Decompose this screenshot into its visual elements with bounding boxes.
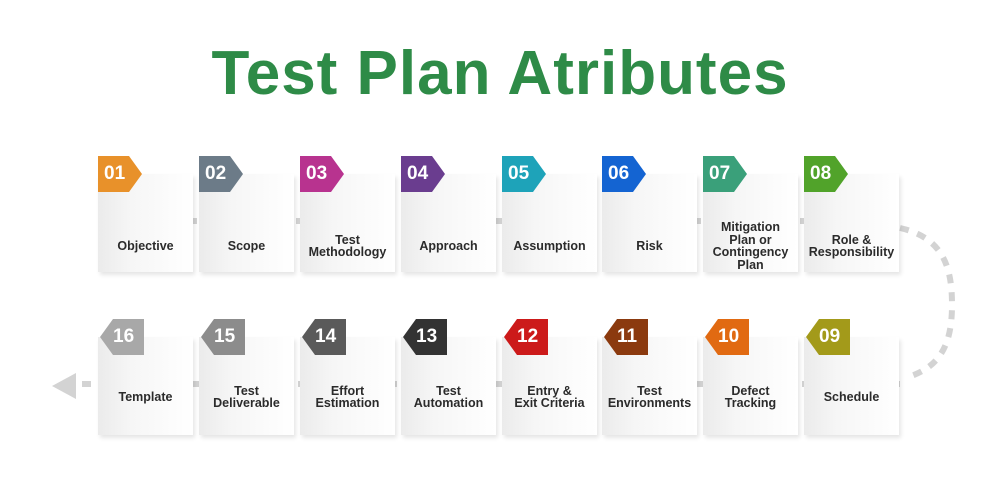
step-label: Scope [227, 238, 266, 253]
pentagon-right-icon [199, 156, 243, 192]
step-07: 07 Mitigation Plan or Contingency Plan [703, 156, 798, 272]
step-04: 04 Approach [401, 156, 496, 272]
step-10: 10 Defect Tracking [703, 319, 798, 435]
step-number: 13 [416, 326, 438, 347]
curve-connector [899, 225, 956, 381]
step-15: 15 Test Deliverable [199, 319, 294, 435]
step-label: Test Methodology [308, 232, 387, 259]
step-03: 03 Test Methodology [300, 156, 395, 272]
step-number-badge: 02 [199, 156, 243, 192]
step-number-badge: 11 [604, 319, 648, 355]
step-label: Approach [419, 238, 478, 253]
step-16: 16 Template [98, 319, 193, 435]
step-14: 14 Effort Estimation [300, 319, 395, 435]
step-number: 08 [810, 163, 832, 184]
pentagon-right-icon [703, 156, 747, 192]
step-label: Entry & Exit Criteria [514, 383, 585, 410]
pentagon-left-icon [806, 319, 850, 355]
page-title: Test Plan Atributes [211, 39, 789, 108]
step-number-badge: 07 [703, 156, 747, 192]
step-label: Schedule [823, 389, 880, 404]
step-number-badge: 08 [804, 156, 848, 192]
step-number-badge: 04 [401, 156, 445, 192]
step-number: 03 [306, 163, 328, 184]
step-label: Assumption [513, 238, 586, 253]
step-number-badge: 15 [201, 319, 245, 355]
step-13: 13 Test Automation [401, 319, 496, 435]
step-11: 11 Test Environments [602, 319, 697, 435]
pentagon-right-icon [401, 156, 445, 192]
step-label: Defect Tracking [724, 383, 777, 410]
arrow-left-icon [52, 373, 76, 399]
step-number: 16 [113, 326, 135, 347]
step-number: 09 [819, 326, 841, 347]
step-09: 09 Schedule [804, 319, 899, 435]
pentagon-left-icon [100, 319, 144, 355]
step-06: 06 Risk [602, 156, 697, 272]
step-label: Effort Estimation [315, 383, 380, 410]
step-number-badge: 03 [300, 156, 344, 192]
step-number: 01 [104, 163, 126, 184]
step-number: 06 [608, 163, 630, 184]
pentagon-left-icon [302, 319, 346, 355]
step-label: Test Automation [413, 383, 484, 410]
pentagon-left-icon [504, 319, 548, 355]
step-number-badge: 14 [302, 319, 346, 355]
pentagon-left-icon [705, 319, 749, 355]
step-number-badge: 01 [98, 156, 142, 192]
pentagon-left-icon [604, 319, 648, 355]
step-number: 12 [517, 326, 539, 347]
step-label: Test Deliverable [213, 383, 280, 410]
step-number-badge: 12 [504, 319, 548, 355]
step-number-badge: 05 [502, 156, 546, 192]
step-12: 12 Entry & Exit Criteria [502, 319, 597, 435]
step-label: Risk [636, 238, 663, 253]
step-label: Role & Responsibility [808, 232, 895, 259]
step-number: 07 [709, 163, 731, 184]
step-label: Template [118, 389, 173, 404]
step-number: 02 [205, 163, 227, 184]
step-number: 05 [508, 163, 530, 184]
step-label: Objective [117, 238, 174, 253]
pentagon-left-icon [403, 319, 447, 355]
pentagon-right-icon [804, 156, 848, 192]
pentagon-right-icon [502, 156, 546, 192]
pentagon-right-icon [602, 156, 646, 192]
step-number-badge: 13 [403, 319, 447, 355]
step-number: 10 [718, 326, 740, 347]
step-number: 04 [407, 163, 429, 184]
step-number-badge: 10 [705, 319, 749, 355]
step-number: 14 [315, 326, 337, 347]
pentagon-right-icon [98, 156, 142, 192]
pentagon-right-icon [300, 156, 344, 192]
step-number-badge: 09 [806, 319, 850, 355]
step-02: 02 Scope [199, 156, 294, 272]
step-number-badge: 06 [602, 156, 646, 192]
step-08: 08 Role & Responsibility [804, 156, 899, 272]
step-01: 01 Objective [98, 156, 193, 272]
step-label: Test Environments [607, 383, 692, 410]
pentagon-left-icon [201, 319, 245, 355]
step-05: 05 Assumption [502, 156, 597, 272]
step-number: 15 [214, 326, 236, 347]
step-number: 11 [617, 326, 638, 347]
step-label: Mitigation Plan or Contingency Plan [712, 220, 789, 272]
step-number-badge: 16 [100, 319, 144, 355]
